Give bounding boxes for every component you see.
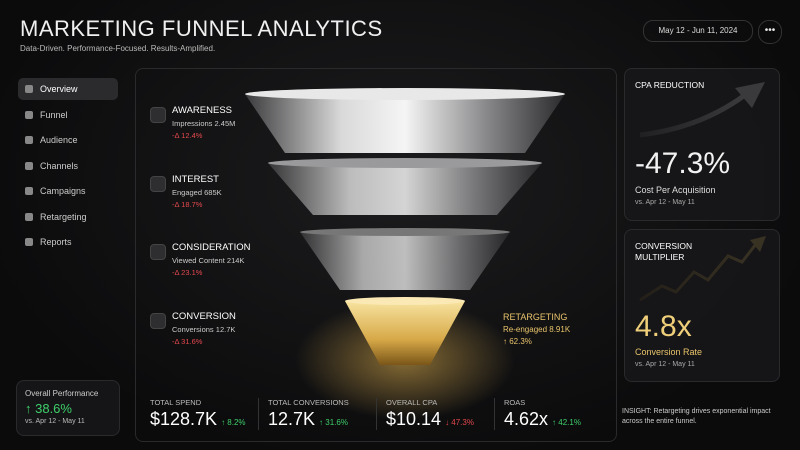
kpi: $128.7K ↑ 8.2%: [150, 409, 246, 430]
stage-icon: [150, 107, 166, 123]
stage-metric: Engaged 685K: [172, 188, 222, 197]
stage-metric: Viewed Content 214K: [172, 256, 245, 265]
overall-card: Overall Performance ↑ 38.6% vs. Apr 12 -…: [16, 380, 120, 436]
stage-change: -Δ 18.7%: [172, 200, 203, 209]
overall-period: vs. Apr 12 - May 11: [25, 418, 85, 425]
nav-item[interactable]: Audience: [18, 129, 118, 151]
kpi-value: 4.62x: [504, 409, 549, 429]
card-period: vs. Apr 12 - May 11: [635, 361, 695, 368]
card-value: 4.8x: [635, 310, 692, 343]
nav-item[interactable]: Overview: [18, 78, 118, 100]
card-title: CONVERSION MULTIPLIER: [635, 241, 693, 263]
overall-value: ↑ 38.6%: [25, 401, 72, 416]
metric-card: CONVERSION MULTIPLIER 4.8x Conversion Rate…: [624, 229, 780, 382]
card-period: vs. Apr 12 - May 11: [635, 199, 695, 206]
stage-change: -Δ 12.4%: [172, 131, 203, 140]
nav-icon: [25, 187, 33, 195]
retargeting-name: RETARGETING: [503, 312, 568, 322]
stage-metric: Impressions 2.45M: [172, 119, 236, 128]
nav-item[interactable]: Funnel: [18, 104, 118, 126]
stage-name: CONSIDERATION: [172, 242, 251, 253]
divider: [376, 398, 377, 430]
divider: [494, 398, 495, 430]
stage-icon: [150, 244, 166, 260]
nav-icon: [25, 136, 33, 144]
metric-card: CPA REDUCTION -47.3% Cost Per Acquisition v…: [624, 68, 780, 221]
retargeting-change: ↑ 62.3%: [503, 337, 532, 346]
kpi-value: 12.7K: [268, 409, 316, 429]
stage-change: -Δ 23.1%: [172, 268, 203, 277]
stage-icon: [150, 313, 166, 329]
retargeting-metric: Re-engaged 8.91K: [503, 325, 571, 334]
kpi: 12.7K ↑ 31.6%: [268, 409, 348, 430]
nav-item[interactable]: Reports: [18, 231, 118, 253]
kpi-value: $128.7K: [150, 409, 218, 429]
stage-name: AWARENESS: [172, 105, 233, 116]
card-value: -47.3%: [635, 147, 731, 180]
kpi-value: $10.14: [386, 409, 442, 429]
subtitle: Data-Driven. Performance-Focused. Result…: [20, 44, 216, 53]
stage-change: -Δ 31.6%: [172, 337, 203, 346]
retargeting: RETARGETING Re-engaged 8.91K ↑ 62.3%: [503, 312, 570, 346]
kpi-change: ↑ 31.6%: [319, 418, 348, 427]
stage-name: INTEREST: [172, 174, 219, 185]
card-title: CPA REDUCTION: [635, 80, 705, 90]
kpi-label: TOTAL SPEND: [150, 398, 202, 407]
kpi-change: ↓ 47.3%: [445, 418, 474, 427]
nav-icon: [25, 212, 33, 221]
nav-item[interactable]: Retargeting: [18, 206, 118, 228]
kpi-label: ROAS: [504, 398, 526, 407]
card-label: Conversion Rate: [635, 347, 703, 357]
funnel-shape: [245, 88, 565, 420]
stage-icon: [150, 176, 166, 192]
nav-item[interactable]: Campaigns: [18, 180, 118, 202]
title: MARKETING FUNNEL ANALYTICS: [20, 16, 383, 41]
funnel-panel: [135, 68, 617, 442]
overall-label: Overall Performance: [25, 389, 99, 398]
nav-icon: [25, 110, 33, 119]
nav-icon: [25, 238, 33, 246]
divider: [258, 398, 259, 430]
kpi: 4.62x ↑ 42.1%: [504, 409, 581, 430]
stage-name: CONVERSION: [172, 311, 236, 322]
kpi-label: TOTAL CONVERSIONS: [268, 398, 349, 407]
kpi-change: ↑ 42.1%: [552, 418, 581, 427]
nav-icon: [25, 161, 33, 170]
kpi: $10.14 ↓ 47.3%: [386, 409, 474, 430]
nav-item[interactable]: Channels: [18, 155, 118, 177]
kpi-change: ↑ 8.2%: [221, 418, 246, 427]
stage-metric: Conversions 12.7K: [172, 325, 236, 334]
card-label: Cost Per Acquisition: [635, 185, 716, 195]
date-range-button[interactable]: May 12 - Jun 11, 2024: [643, 20, 753, 42]
kpi-label: OVERALL CPA: [386, 398, 438, 407]
insight: INSIGHT: Retargeting drives exponential …: [622, 408, 771, 425]
nav-icon: [25, 85, 33, 93]
more-button[interactable]: •••: [758, 20, 782, 44]
